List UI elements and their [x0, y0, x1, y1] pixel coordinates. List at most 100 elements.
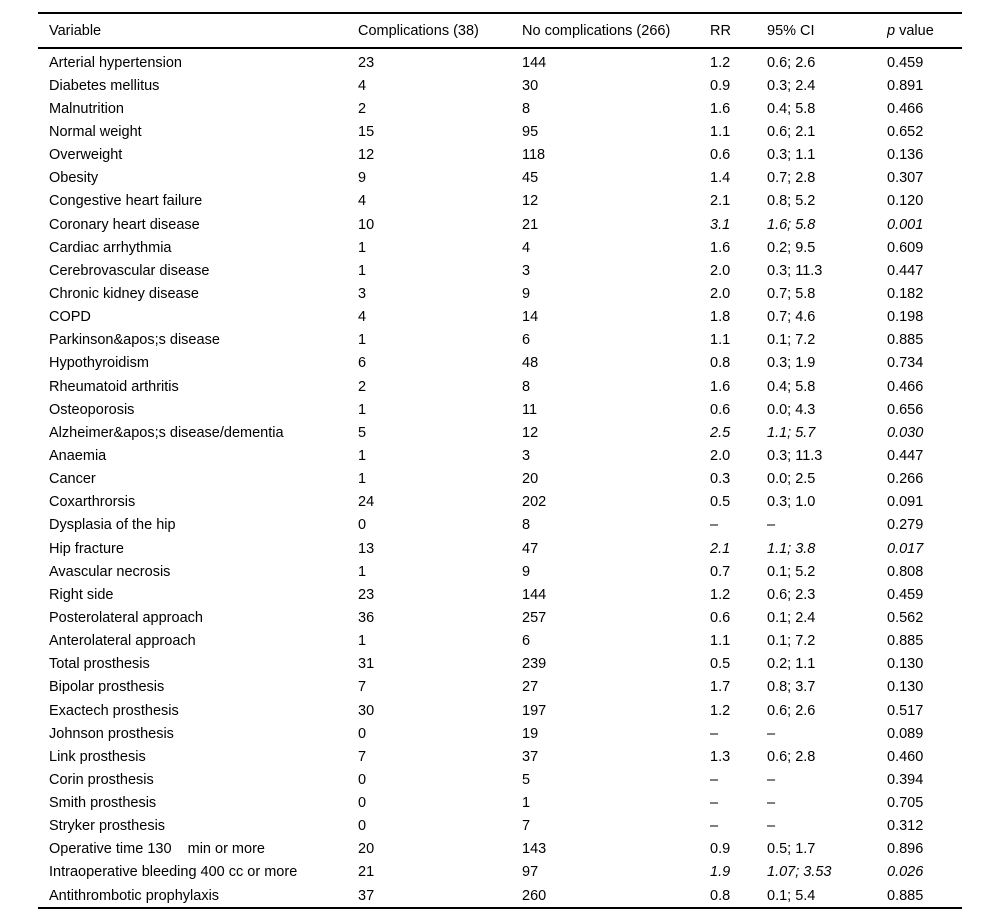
cell-p: 0.896 — [887, 841, 924, 858]
cell-no_complications: 20 — [522, 471, 539, 488]
cell-p: 0.459 — [887, 54, 924, 71]
cell-no_complications: 37 — [522, 748, 539, 765]
cell-rr: 0.7 — [710, 563, 731, 580]
table-row: Cardiac arrhythmia 1 4 1.6 0.2; 9.5 0.609 — [38, 236, 962, 259]
cell-rr: 0.8 — [710, 355, 731, 372]
cell-ci: 0.5; 1.7 — [767, 841, 816, 858]
cell-variable: Operative time 130 min or more — [49, 841, 265, 858]
cell-no_complications: 239 — [522, 656, 547, 673]
cell-p: 0.460 — [887, 748, 924, 765]
cell-no_complications: 11 — [522, 401, 538, 418]
table-row: Johnson prosthesis 0 19 – – 0.089 — [38, 722, 962, 745]
cell-variable: Antithrombotic prophylaxis — [49, 887, 220, 904]
cell-rr: 2.1 — [710, 540, 731, 557]
cell-no_complications: 143 — [522, 841, 547, 858]
cell-complications: 7 — [358, 679, 367, 696]
table-row: Cerebrovascular disease 1 3 2.0 0.3; 11.3 0.4… — [38, 259, 962, 282]
cell-complications: 31 — [358, 656, 375, 673]
cell-variable: Right side — [49, 586, 114, 603]
cell-rr: – — [710, 725, 719, 742]
cell-variable: Overweight — [49, 147, 123, 164]
table-row: Alzheimer&apos;s disease/dementia 5 12 2.5 1… — [38, 421, 962, 444]
cell-rr: 1.8 — [710, 309, 731, 326]
table-row: Anaemia 1 3 2.0 0.3; 11.3 0.447 — [38, 444, 962, 467]
table-row: Chronic kidney disease 3 9 2.0 0.7; 5.8 0.182 — [38, 282, 962, 305]
cell-p: 0.885 — [887, 633, 924, 650]
cell-variable: Osteoporosis — [49, 401, 135, 418]
column-header-label: RR — [710, 22, 731, 39]
table-row: Cancer 1 20 0.3 0.0; 2.5 0.266 — [38, 468, 962, 491]
cell-p: 0.030 — [887, 424, 924, 441]
cell-p: 0.198 — [887, 309, 924, 326]
cell-complications: 1 — [358, 262, 367, 279]
cell-complications: 4 — [358, 309, 367, 326]
cell-rr: 1.1 — [710, 633, 731, 650]
cell-complications: 1 — [358, 471, 367, 488]
cell-p: 0.656 — [887, 401, 924, 418]
cell-ci: 0.1; 7.2 — [767, 633, 816, 650]
cell-ci: 0.7; 4.6 — [767, 309, 816, 326]
cell-rr: 0.9 — [710, 77, 731, 94]
table-row: Congestive heart failure 4 12 2.1 0.8; 5.2 0.… — [38, 190, 962, 213]
risk-factor-table: Variable Complications (38) No complicatio… — [38, 12, 962, 910]
cell-complications: 6 — [358, 355, 367, 372]
cell-no_complications: 260 — [522, 887, 547, 904]
cell-p: 0.120 — [887, 193, 924, 210]
cell-rr: 2.5 — [710, 424, 731, 441]
cell-rr: 1.2 — [710, 702, 731, 719]
cell-p: 0.517 — [887, 702, 924, 719]
table-row: Malnutrition 2 8 1.6 0.4; 5.8 0.466 — [38, 97, 962, 120]
cell-complications: 23 — [358, 586, 375, 603]
cell-complications: 15 — [358, 123, 375, 140]
header-row: Variable Complications (38) No complicatio… — [38, 13, 962, 49]
cell-variable: Normal weight — [49, 123, 142, 140]
cell-rr: 0.3 — [710, 471, 731, 488]
table-header: Variable Complications (38) No complicatio… — [38, 13, 962, 49]
cell-variable: Posterolateral approach — [49, 609, 203, 626]
cell-variable: Rheumatoid arthritis — [49, 378, 179, 395]
cell-rr: – — [710, 517, 719, 534]
table-row: Corin prosthesis 0 5 – – 0.394 — [38, 768, 962, 791]
cell-no_complications: 48 — [522, 355, 539, 372]
cell-ci: – — [767, 725, 776, 742]
table-row: Right side 23 144 1.2 0.6; 2.3 0.459 — [38, 583, 962, 606]
cell-complications: 1 — [358, 401, 367, 418]
cell-p: 0.705 — [887, 795, 924, 812]
cell-complications: 36 — [358, 609, 375, 626]
cell-variable: Congestive heart failure — [49, 193, 203, 210]
cell-no_complications: 1 — [522, 795, 531, 812]
cell-p: 0.182 — [887, 285, 924, 302]
cell-p: 0.447 — [887, 447, 924, 464]
cell-complications: 0 — [358, 517, 367, 534]
table-row: Osteoporosis 1 11 0.6 0.0; 4.3 0.656 — [38, 398, 962, 421]
cell-no_complications: 144 — [522, 54, 547, 71]
cell-no_complications: 202 — [522, 494, 547, 511]
cell-complications: 30 — [358, 702, 375, 719]
table-row: Coronary heart disease 10 21 3.1 1.6; 5.8 0.0… — [38, 213, 962, 236]
cell-complications: 1 — [358, 239, 367, 256]
table-row: Antithrombotic prophylaxis 37 260 0.8 0.1; 5… — [38, 884, 962, 908]
cell-ci: 0.3; 2.4 — [767, 77, 816, 94]
cell-ci: 0.4; 5.8 — [767, 100, 816, 117]
cell-rr: 1.9 — [710, 864, 731, 881]
cell-complications: 24 — [358, 494, 375, 511]
cell-complications: 23 — [358, 54, 375, 71]
cell-rr: 3.1 — [710, 216, 731, 233]
cell-no_complications: 97 — [522, 864, 539, 881]
column-header-variable: Variable — [38, 13, 358, 49]
cell-ci: 0.6; 2.6 — [767, 702, 816, 719]
table-row: Anterolateral approach 1 6 1.1 0.1; 7.2 0.885 — [38, 630, 962, 653]
cell-variable: Corin prosthesis — [49, 771, 154, 788]
cell-ci: 0.3; 1.9 — [767, 355, 816, 372]
cell-p: 0.891 — [887, 77, 924, 94]
cell-p: 0.885 — [887, 887, 924, 904]
cell-p: 0.026 — [887, 864, 924, 881]
cell-rr: 1.2 — [710, 54, 731, 71]
cell-no_complications: 4 — [522, 239, 531, 256]
cell-no_complications: 144 — [522, 586, 547, 603]
cell-ci: 0.1; 7.2 — [767, 332, 816, 349]
table-row: Exactech prosthesis 30 197 1.2 0.6; 2.6 0.517 — [38, 699, 962, 722]
cell-variable: Johnson prosthesis — [49, 725, 174, 742]
cell-rr: 0.6 — [710, 147, 731, 164]
cell-complications: 3 — [358, 285, 367, 302]
